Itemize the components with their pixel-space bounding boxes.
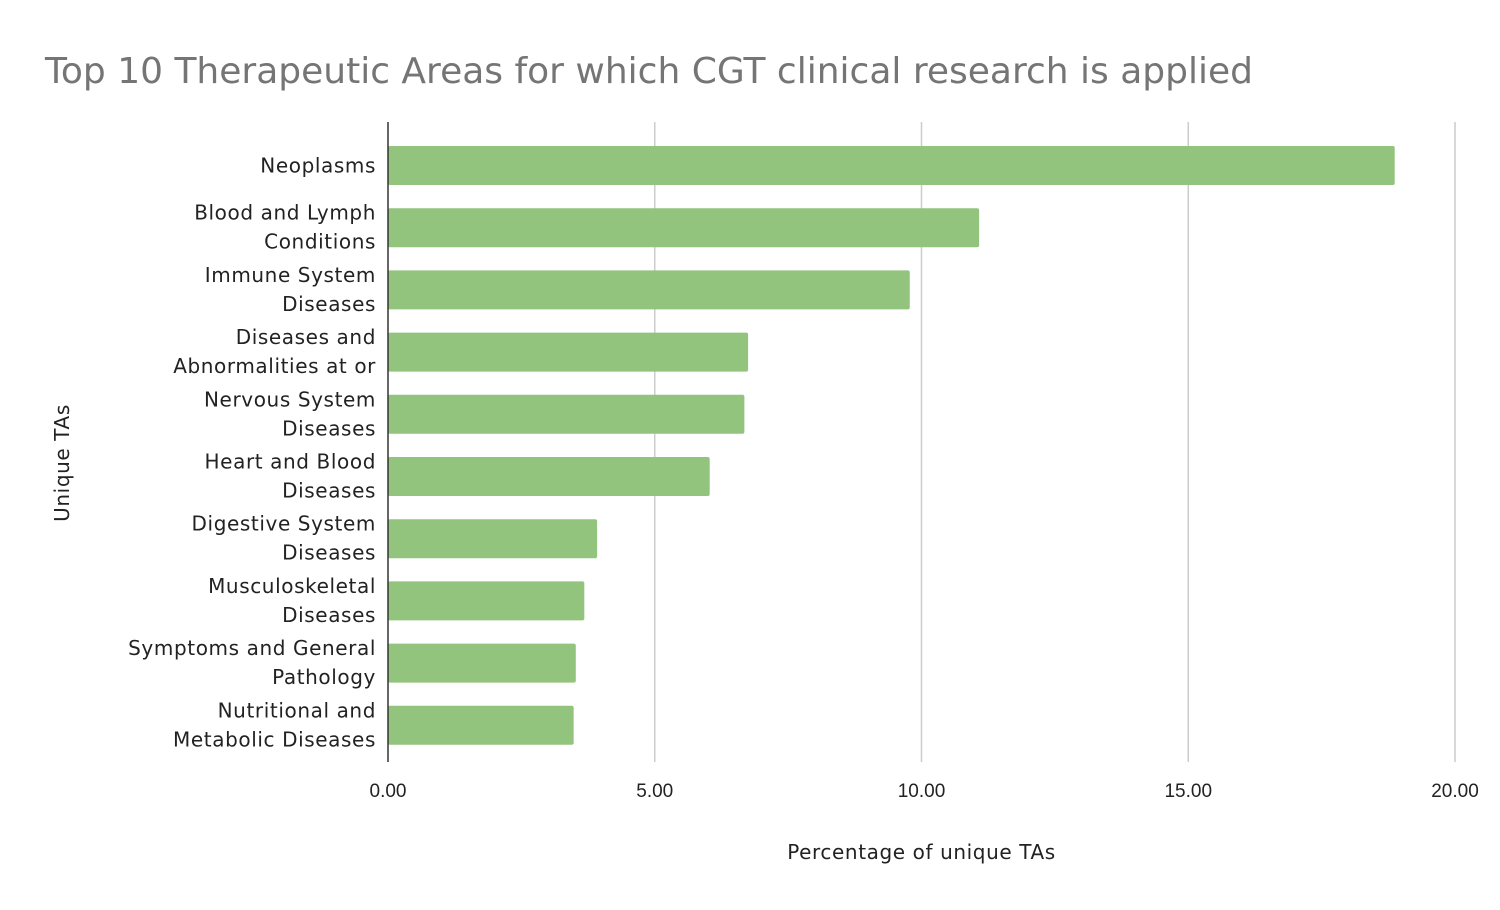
category-label: Heart and Blood Diseases <box>205 450 376 503</box>
category-label-line: Conditions <box>264 230 376 254</box>
category-label-line: Musculoskeletal <box>208 574 376 598</box>
category-label-line: Diseases <box>282 479 376 503</box>
category-label: Symptoms and General Pathology <box>128 636 376 689</box>
bar <box>388 208 980 248</box>
category-label-line: Blood and Lymph <box>194 201 376 225</box>
category-label-line: Pathology <box>272 665 376 689</box>
y-axis-title: Unique TAs <box>50 404 74 522</box>
category-label-line: Nervous System <box>204 387 376 411</box>
x-tick-label: 20.00 <box>1431 781 1479 802</box>
bar <box>388 270 910 310</box>
x-tick-labels: 0.00 5.00 10.00 15.00 20.00 <box>370 781 1479 802</box>
category-label: Nervous System Diseases <box>204 387 376 440</box>
x-tick-label: 10.00 <box>898 781 946 802</box>
bar <box>388 519 598 559</box>
category-label-line: Symptoms and General <box>128 636 376 660</box>
category-label-line: Diseases and <box>236 325 376 349</box>
category-label: Blood and Lymph Conditions <box>194 201 376 254</box>
category-label-line: Abnormalities at or <box>173 354 376 378</box>
category-labels: Neoplasms Blood and Lymph Conditions Immune… <box>128 154 376 752</box>
x-tick-label: 0.00 <box>370 781 407 802</box>
bar <box>388 705 574 745</box>
category-label-line: Digestive System <box>192 512 376 536</box>
bar <box>388 332 749 372</box>
category-label-line: Metabolic Diseases <box>173 727 376 751</box>
bars <box>388 146 1395 745</box>
x-tick-label: 5.00 <box>636 781 673 802</box>
category-label: Diseases and Abnormalities at or <box>173 325 376 378</box>
category-label-line: Diseases <box>282 292 376 316</box>
category-label-line: Diseases <box>282 603 376 627</box>
category-label-line: Heart and Blood <box>205 450 376 474</box>
category-label: Digestive System Diseases <box>192 512 376 565</box>
bar <box>388 643 576 683</box>
category-label: Neoplasms <box>260 154 376 178</box>
chart-title: Top 10 Therapeutic Areas for which CGT c… <box>44 51 1253 92</box>
x-tick-label: 15.00 <box>1164 781 1212 802</box>
category-label-line: Neoplasms <box>260 154 376 178</box>
bar <box>388 394 745 434</box>
category-label-line: Diseases <box>282 416 376 440</box>
bar <box>388 457 710 496</box>
category-label: Immune System Diseases <box>205 263 376 316</box>
category-label: Musculoskeletal Diseases <box>208 574 376 627</box>
category-label-line: Nutritional and <box>218 698 376 722</box>
bar <box>388 581 585 621</box>
category-label-line: Immune System <box>205 263 376 287</box>
x-axis-title: Percentage of unique TAs <box>787 840 1056 864</box>
category-label: Nutritional and Metabolic Diseases <box>173 698 376 751</box>
bar <box>388 146 1395 185</box>
category-label-line: Diseases <box>282 541 376 565</box>
